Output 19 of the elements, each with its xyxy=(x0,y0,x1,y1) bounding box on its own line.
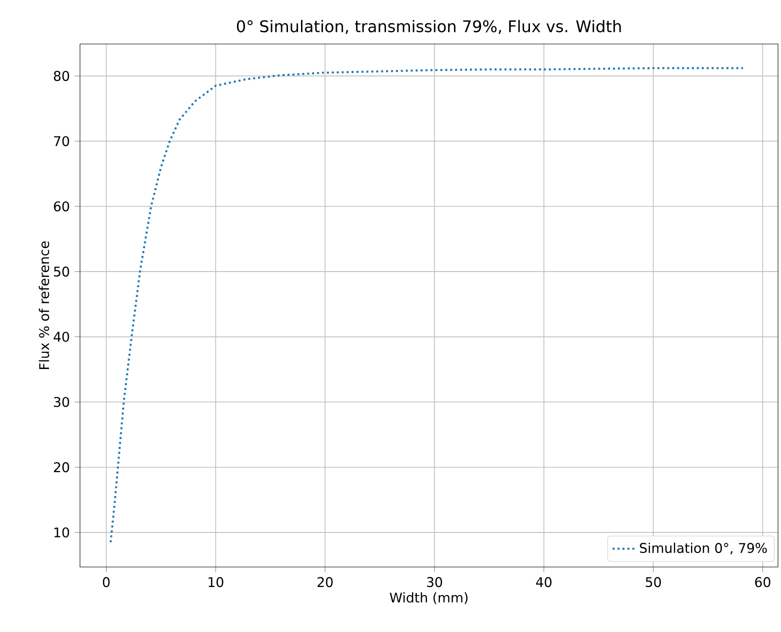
y-tick-label: 10 xyxy=(54,527,70,538)
x-tick-label: 30 xyxy=(427,577,442,588)
x-tick-label: 20 xyxy=(318,577,333,588)
y-tick-label: 20 xyxy=(54,462,70,472)
y-tick-label: 80 xyxy=(54,70,70,81)
y-tick-label: 50 xyxy=(54,266,70,277)
x-tick-label: 0 xyxy=(102,577,110,588)
y-axis-title: Flux % of reference xyxy=(38,241,50,369)
chart-title: 0° Simulation, transmission 79%, Flux vs. Width xyxy=(236,20,621,34)
x-axis-title: Width (mm) xyxy=(390,592,468,604)
x-tick-label: 50 xyxy=(646,577,661,588)
x-tick-label: 40 xyxy=(536,577,552,588)
legend-label: Simulation 0°, 79% xyxy=(640,542,767,554)
y-tick-label: 70 xyxy=(54,136,70,146)
y-tick-label: 60 xyxy=(54,201,70,212)
y-tick-label: 30 xyxy=(54,396,70,408)
x-tick-label: 60 xyxy=(755,577,770,588)
y-tick-label: 40 xyxy=(54,332,70,342)
x-tick-label: 10 xyxy=(208,577,224,588)
